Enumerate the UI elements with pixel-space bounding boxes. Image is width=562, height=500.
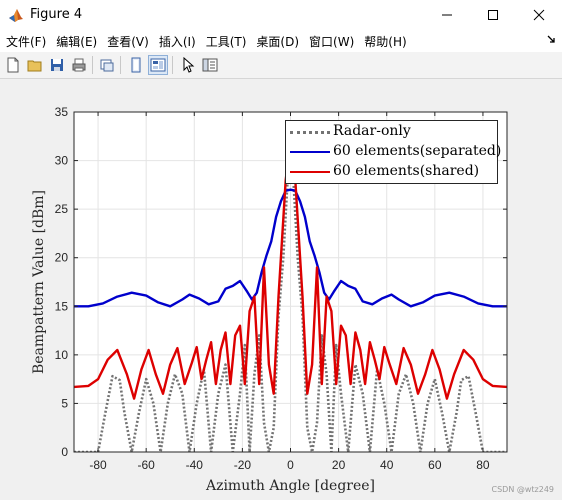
x-tick-label: 40 [380,458,394,472]
legend-label: 60 elements(shared) [333,163,480,179]
window-title: Figure 4 [30,7,83,22]
plot-legend[interactable]: Radar-only 60 elements(separated) 60 ele… [285,120,502,184]
save-button[interactable] [47,55,67,75]
menu-insert[interactable]: 插入(I) [158,34,196,49]
figure-toolbar [0,52,562,79]
x-tick-label: 20 [332,458,346,472]
y-tick-label: 20 [55,251,69,265]
legend-entry: Radar-only [286,122,499,142]
menu-edit[interactable]: 编辑(E) [56,34,98,49]
legend-swatch [290,151,330,153]
series-line-2 [74,188,507,308]
print-button[interactable] [69,55,89,75]
menu-tools[interactable]: 工具(T) [205,34,247,49]
edit-plot-button[interactable] [178,55,198,75]
legend-entry: 60 elements(shared) [286,162,499,182]
toolbar-separator [172,56,173,74]
x-tick-label: 0 [287,458,294,472]
menu-help[interactable]: 帮助(H) [364,34,407,49]
legend-label: 60 elements(separated) [333,143,502,159]
y-tick-label: 15 [55,299,69,313]
title-bar[interactable]: Figure 4 [0,0,562,30]
edit-plot-icon [183,57,195,73]
show-plot-tools-icon [150,58,166,72]
hide-plot-tools-icon [131,57,141,73]
x-tick-label: -80 [89,458,107,472]
link-plot-button[interactable] [97,55,117,75]
watermark-text: CSDN @wtz249 [491,485,555,494]
property-inspector-button[interactable] [200,55,220,75]
close-button[interactable] [516,0,562,30]
y-tick-label: 10 [55,348,69,362]
dock-arrow-icon[interactable] [546,34,556,44]
y-tick-label: 0 [61,445,68,459]
y-tick-label: 35 [55,105,69,119]
close-icon [533,9,545,21]
minimize-button[interactable] [424,0,470,30]
maximize-icon [488,10,498,20]
menu-file[interactable]: 文件(F) [6,34,47,49]
legend-label: Radar-only [333,123,411,139]
x-tick-label: 60 [428,458,442,472]
y-axis-title: Beampattern Value [dBm] [31,190,47,374]
menu-bar: 文件(F) 编辑(E) 查看(V) 插入(I) 工具(T) 桌面(D) 窗口(W… [0,30,562,52]
x-tick-label: -60 [137,458,155,472]
new-figure-icon [7,57,19,73]
open-file-button[interactable] [25,55,45,75]
y-tick-label: 30 [55,154,69,168]
x-tick-label: -20 [234,458,252,472]
y-tick-label: 25 [55,202,69,216]
legend-swatch [290,131,330,134]
menu-desktop[interactable]: 桌面(D) [256,34,300,49]
x-tick-label: 80 [476,458,490,472]
maximize-button[interactable] [470,0,516,30]
open-file-icon [27,60,42,72]
x-tick-label: -40 [186,458,204,472]
x-axis-title: Azimuth Angle [degree] [205,478,375,494]
legend-entry: 60 elements(separated) [286,142,502,162]
show-plot-tools-button[interactable] [148,55,168,75]
matlab-icon [9,9,23,22]
toolbar-separator [92,56,93,74]
hide-plot-tools-button[interactable] [126,55,146,75]
property-inspector-icon [202,58,218,72]
toolbar-separator [120,56,121,74]
minimize-icon [442,14,452,16]
link-plot-icon [100,59,114,72]
legend-swatch [290,171,330,173]
print-icon [72,58,86,72]
y-tick-label: 5 [61,396,68,410]
save-icon [51,59,63,71]
menu-window[interactable]: 窗口(W) [309,34,355,49]
menu-view[interactable]: 查看(V) [107,34,149,49]
new-figure-button[interactable] [3,55,23,75]
